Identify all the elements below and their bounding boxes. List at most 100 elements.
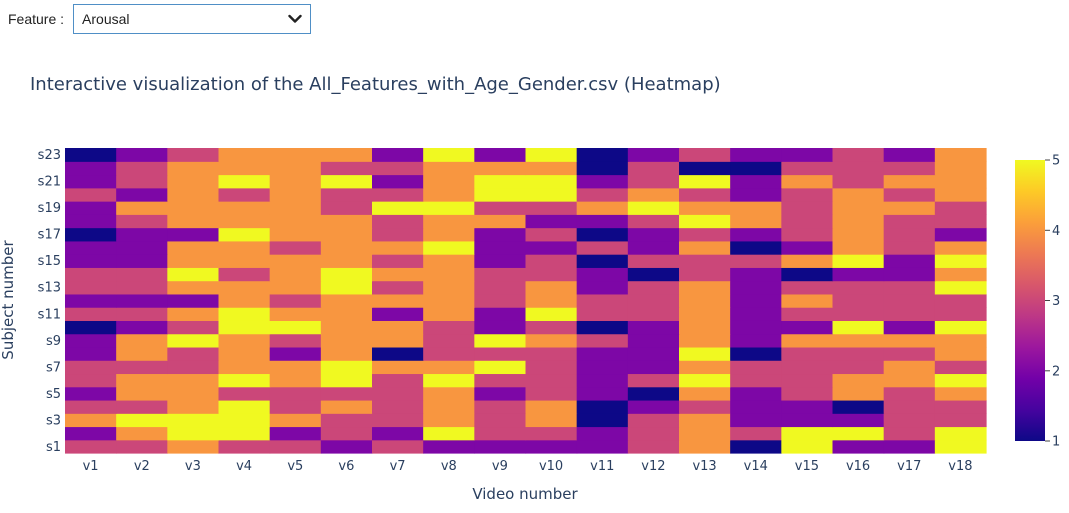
heatmap-cell [679, 254, 731, 268]
heatmap-cell [730, 280, 782, 295]
heatmap-cell [883, 187, 936, 202]
x-tick-label: v3 [185, 459, 201, 474]
chart-title: Interactive visualization of the All_Fea… [30, 74, 721, 95]
heatmap-cell [65, 187, 117, 202]
heatmap-cell [269, 333, 322, 348]
heatmap-cell [679, 373, 731, 388]
heatmap-cell [679, 307, 731, 321]
heatmap-cell [474, 373, 527, 388]
heatmap-cell [627, 346, 680, 361]
heatmap-cell [269, 280, 322, 295]
heatmap-cell [934, 280, 987, 295]
feature-dropdown[interactable]: Arousal [73, 4, 312, 34]
heatmap-cell [627, 373, 680, 388]
x-tick-label: v13 [692, 459, 716, 474]
heatmap-cell [525, 161, 578, 176]
heatmap-cell [423, 386, 475, 401]
heatmap-cell [576, 293, 629, 308]
heatmap-cell [883, 227, 936, 242]
heatmap-cell [372, 240, 424, 255]
heatmap-cell [372, 214, 424, 229]
heatmap-cell [576, 439, 629, 454]
heatmap-cell [116, 346, 168, 361]
heatmap-cell [525, 174, 578, 189]
heatmap-cell [934, 174, 987, 189]
y-tick-label: s23 [38, 148, 61, 163]
heatmap-cell [372, 426, 424, 441]
heatmap-cell [167, 201, 220, 215]
x-tick-label: v1 [83, 459, 99, 474]
heatmap-cell [167, 346, 220, 361]
x-tick-label: v14 [744, 459, 768, 474]
heatmap-cell [781, 346, 834, 361]
heatmap-cell [525, 360, 578, 375]
heatmap-cell [474, 439, 527, 454]
heatmap-cell [883, 360, 936, 375]
heatmap-cell [781, 386, 834, 401]
heatmap-cell [576, 386, 629, 401]
heatmap-cell [218, 360, 271, 375]
heatmap-cell [372, 307, 424, 321]
heatmap-cell [627, 254, 680, 268]
heatmap-cell [65, 386, 117, 401]
heatmap-cell [576, 333, 629, 348]
heatmap-cell [576, 148, 629, 162]
heatmap-cell [832, 201, 885, 215]
heatmap-cell [832, 386, 885, 401]
heatmap-cell [423, 227, 475, 242]
heatmap-cell [116, 373, 168, 388]
heatmap-cell [832, 280, 885, 295]
heatmap-cell [576, 174, 629, 189]
heatmap-cell [218, 439, 271, 454]
heatmap-cell [832, 214, 885, 229]
heatmap-cell [320, 161, 373, 176]
heatmap-cell [832, 240, 885, 255]
heatmap-cell [65, 360, 117, 375]
heatmap-cell [320, 293, 373, 308]
heatmap-cell [883, 240, 936, 255]
heatmap-cell [423, 426, 475, 441]
heatmap-cell [423, 293, 475, 308]
heatmap-cell [679, 174, 731, 189]
heatmap-cell [218, 346, 271, 361]
heatmap-cell [627, 360, 680, 375]
heatmap-cell [832, 227, 885, 242]
heatmap-cell [269, 399, 322, 414]
heatmap-cell [372, 333, 424, 348]
heatmap-cell [320, 214, 373, 229]
heatmap-cell [65, 373, 117, 388]
heatmap-cell [934, 386, 987, 401]
heatmap-cell [372, 187, 424, 202]
heatmap-cell [730, 373, 782, 388]
heatmap-cell [832, 307, 885, 321]
y-tick-label: s17 [38, 228, 61, 243]
x-tick-label: v2 [134, 459, 150, 474]
colorbar-tick-label: 4 [1052, 224, 1060, 239]
heatmap-cell [372, 174, 424, 189]
heatmap-cell [474, 360, 527, 375]
heatmap-cell [525, 373, 578, 388]
heatmap-cell [781, 267, 834, 282]
heatmap-cell [167, 174, 220, 189]
heatmap-cell [474, 399, 527, 414]
heatmap-cell [423, 267, 475, 282]
heatmap-cell [832, 148, 885, 162]
heatmap-cell [576, 227, 629, 242]
heatmap-cell [269, 307, 322, 321]
heatmap-cell [934, 148, 987, 162]
heatmap-cell [832, 267, 885, 282]
heatmap-cell [934, 254, 987, 268]
heatmap-cell [116, 399, 168, 414]
heatmap-cell [525, 267, 578, 282]
heatmap-cell [934, 307, 987, 321]
heatmap-cell [116, 174, 168, 189]
heatmap-cell [781, 320, 834, 335]
heatmap-cell [730, 267, 782, 282]
heatmap-cell [320, 240, 373, 255]
y-tick-label: s13 [38, 281, 61, 296]
heatmap-cells [65, 148, 987, 454]
heatmap-cell [627, 307, 680, 321]
heatmap-cell [730, 386, 782, 401]
heatmap-cell [781, 426, 834, 441]
heatmap-cell [218, 227, 271, 242]
